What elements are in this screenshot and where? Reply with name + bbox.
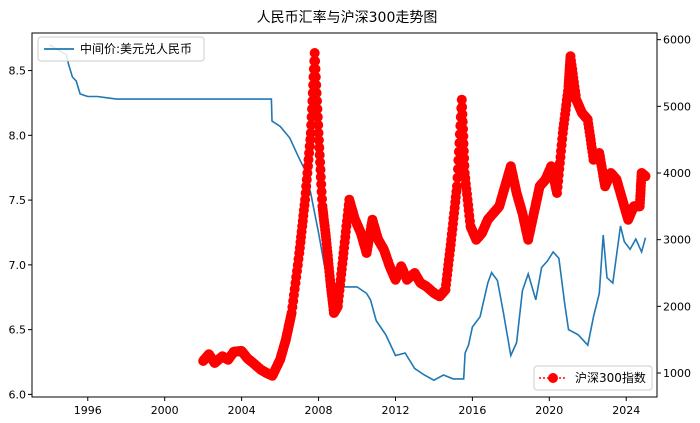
y-left-tick-label: 8.5 — [9, 65, 27, 78]
csi300-point — [452, 172, 463, 183]
csi300-point — [310, 56, 321, 66]
csi300-point — [316, 179, 327, 190]
csi300-point — [311, 88, 322, 98]
csi300-point — [309, 48, 320, 58]
y-left-tick-label: 7.0 — [9, 259, 27, 272]
x-tick-label: 2024 — [612, 404, 640, 417]
csi300-point — [312, 96, 322, 106]
csi300-point — [313, 120, 324, 130]
legend-exchange-rate: 中间价:美元兑人民币 — [37, 36, 205, 62]
csi300-point — [640, 171, 651, 182]
series-line-exchange-rate — [48, 44, 647, 382]
legend-box — [37, 36, 205, 62]
y-left-tick-label: 7.5 — [9, 194, 27, 207]
y-right-tick-label: 6000 — [663, 34, 691, 47]
csi300-point — [312, 104, 323, 114]
csi300-point — [315, 172, 326, 182]
x-tick-label: 2016 — [458, 404, 486, 417]
series-csi300 — [198, 48, 651, 381]
y-left-tick-label: 6.0 — [9, 388, 27, 401]
csi300-point — [310, 64, 321, 74]
csi300-point — [305, 128, 316, 138]
csi300-point — [458, 131, 469, 142]
csi300-point — [314, 150, 325, 160]
csi300-point — [315, 164, 326, 175]
csi300-point — [313, 135, 324, 146]
csi300-point — [312, 112, 323, 122]
x-tick-label: 2008 — [305, 404, 333, 417]
x-tick-label: 1996 — [74, 404, 102, 417]
y-right-tick-label: 5000 — [663, 100, 691, 113]
legend-marker-swatch — [548, 373, 558, 383]
csi300-point — [459, 160, 470, 171]
csi300-point — [458, 124, 468, 134]
y-right-tick-label: 1000 — [663, 367, 691, 380]
legend-label: 中间价:美元兑人民币 — [80, 41, 192, 56]
x-tick-label: 2020 — [535, 404, 563, 417]
csi300-point — [314, 142, 325, 153]
y-left-tick-label: 8.0 — [9, 129, 27, 142]
csi300-point — [456, 94, 467, 105]
csi300-point — [317, 194, 327, 204]
csi300-point — [457, 102, 468, 112]
csi300-point — [458, 146, 469, 156]
y-left-tick-label: 6.5 — [9, 324, 27, 337]
plot-frame — [31, 32, 658, 398]
csi300-point — [316, 186, 327, 197]
y-right-tick-label: 3000 — [663, 234, 691, 247]
csi300-point — [310, 72, 321, 82]
csi300-point — [306, 120, 317, 130]
csi300-point — [458, 138, 469, 149]
csi300-point — [315, 157, 326, 168]
legend-csi300: 沪深300指数 — [533, 365, 653, 391]
csi300-point — [452, 181, 462, 192]
legend-label: 沪深300指数 — [575, 370, 646, 385]
csi300-point — [457, 116, 468, 127]
legend-box — [533, 365, 653, 391]
x-tick-label: 2004 — [228, 404, 256, 417]
chart-title: 人民币汇率与沪深300走势图 — [257, 9, 438, 26]
csi300-point — [459, 153, 470, 164]
y-right-tick-label: 2000 — [663, 300, 691, 313]
csi300-point — [457, 109, 468, 120]
csi300-point — [313, 128, 324, 138]
csi300-point — [311, 80, 322, 90]
x-tick-label: 2012 — [381, 404, 409, 417]
y-right-tick-label: 4000 — [663, 167, 691, 180]
x-tick-label: 2000 — [151, 404, 179, 417]
